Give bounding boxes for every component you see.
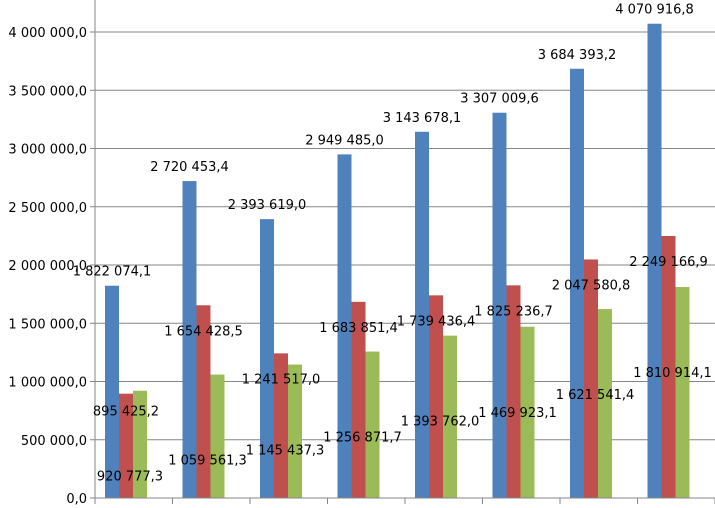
data-label: 1 469 923,1 <box>478 406 557 421</box>
data-label: 3 684 393,2 <box>538 48 617 63</box>
bar <box>661 235 676 499</box>
bar <box>492 112 507 498</box>
y-tick-label: 1 000 000,0 <box>8 376 87 391</box>
y-tick-label: 1 500 000,0 <box>8 317 87 332</box>
data-label: 1 822 074,1 <box>73 265 152 280</box>
bar <box>119 393 133 498</box>
bar <box>675 287 690 498</box>
y-tick-label: 500 000,0 <box>21 434 87 449</box>
data-label: 1 059 561,3 <box>168 454 247 469</box>
data-label: 1 145 437,3 <box>246 444 325 459</box>
bar <box>274 353 288 498</box>
data-label: 1 683 851,4 <box>319 321 398 336</box>
data-label: 1 825 236,7 <box>474 304 553 319</box>
data-label: 3 307 009,6 <box>460 92 539 107</box>
y-tick-label: 2 500 000,0 <box>8 201 87 216</box>
axes <box>90 0 715 504</box>
y-tick-label: 2 000 000,0 <box>8 259 87 274</box>
bar <box>570 68 584 498</box>
data-label: 1 241 517,0 <box>242 372 321 387</box>
bar <box>182 181 197 498</box>
bar <box>365 351 380 498</box>
data-label: 1 621 541,4 <box>556 388 635 403</box>
bar <box>196 305 211 498</box>
bars <box>105 23 690 499</box>
bar <box>260 219 274 499</box>
y-tick-label: 3 000 000,0 <box>8 143 87 158</box>
bar <box>584 259 598 498</box>
bar <box>520 326 535 498</box>
data-label: 895 425,2 <box>93 405 159 420</box>
data-label: 1 256 871,7 <box>323 431 402 446</box>
bar <box>598 309 612 498</box>
data-label: 2 249 166,9 <box>629 255 708 270</box>
data-label: 2 047 580,8 <box>552 278 631 293</box>
bar <box>105 285 119 498</box>
y-axis-tick-labels: 0,0 500 000,0 1 000 000,0 1 500 000,0 2 000 … <box>8 26 87 507</box>
bar <box>210 374 225 498</box>
data-label: 1 810 914,1 <box>633 366 712 381</box>
bar <box>351 301 366 498</box>
data-label: 1 739 436,4 <box>397 314 476 329</box>
bar <box>337 154 352 498</box>
data-label: 1 393 762,0 <box>401 415 480 430</box>
bar <box>133 390 147 498</box>
bar <box>647 23 662 499</box>
data-label: 2 720 453,4 <box>150 160 229 175</box>
bar <box>288 364 302 498</box>
data-labels: 1 822 074,1 2 720 453,4 2 393 619,0 2 949 4… <box>73 3 712 485</box>
data-label: 1 654 428,5 <box>164 324 243 339</box>
y-tick-label: 4 000 000,0 <box>8 26 87 41</box>
bar <box>415 131 429 498</box>
data-label: 2 949 485,0 <box>305 133 384 148</box>
bar <box>429 295 443 498</box>
data-label: 2 393 619,0 <box>228 198 307 213</box>
data-label: 4 070 916,8 <box>615 3 694 18</box>
bar <box>506 285 521 498</box>
data-label: 3 143 678,1 <box>383 111 462 126</box>
y-tick-label: 0,0 <box>66 492 87 507</box>
bar <box>443 335 457 498</box>
y-tick-label: 3 500 000,0 <box>8 84 87 99</box>
data-label: 920 777,3 <box>97 470 163 485</box>
